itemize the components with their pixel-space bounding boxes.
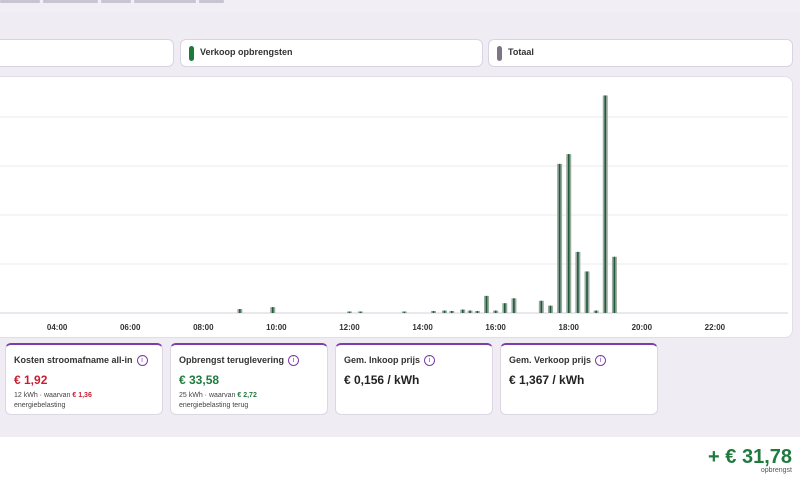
card-opbrengst-value: € 33,58 <box>179 373 220 387</box>
card-verkoop-title: Gem. Verkoop prijs <box>509 355 592 365</box>
card-kosten-value: € 1,92 <box>14 373 48 387</box>
chart-bar[interactable] <box>467 310 473 313</box>
x-tick-label: 10:00 <box>266 323 287 332</box>
chart-bar[interactable] <box>474 311 480 313</box>
chart-bar[interactable] <box>593 310 599 313</box>
x-tick-label: 22:00 <box>705 323 726 332</box>
chart-bar[interactable] <box>449 311 455 313</box>
card-inkoop-value: € 0,156 / kWh <box>344 373 420 387</box>
total-label: opbrengst <box>760 467 792 474</box>
info-icon[interactable]: i <box>288 355 300 366</box>
chart-bar[interactable] <box>547 305 553 313</box>
chart-bar[interactable] <box>584 271 590 313</box>
card-opbrengst: Opbrengst teruglevering i € 33,58 25 kWh … <box>170 343 328 415</box>
card-opbrengst-tax: € 2,72 <box>237 392 257 399</box>
chart-bar[interactable] <box>502 303 508 313</box>
chart-bar[interactable] <box>602 95 608 313</box>
total-amount: + € 31,78 <box>708 446 792 468</box>
x-tick-label: 08:00 <box>193 323 214 332</box>
legend-toggle-buy[interactable] <box>0 39 174 67</box>
chart-bar[interactable] <box>511 298 517 313</box>
top-bar-text-fragment <box>0 0 230 5</box>
chart-bar[interactable] <box>493 310 499 313</box>
chart-bar[interactable] <box>270 307 276 313</box>
legend-total-label: Totaal <box>508 47 534 57</box>
x-tick-label: 16:00 <box>485 323 506 332</box>
chart-bar[interactable] <box>611 256 617 313</box>
legend-sell-label: Verkoop opbrengsten <box>200 47 293 57</box>
card-verkoop-prijs: Gem. Verkoop prijs i € 1,367 / kWh <box>500 343 658 415</box>
card-kosten-sub-prefix: 12 kWh · waarvan <box>14 392 71 399</box>
info-icon[interactable]: i <box>595 355 607 366</box>
chart-bar[interactable] <box>484 295 490 313</box>
card-kosten-tax: € 1,36 <box>72 392 92 399</box>
chart-bar[interactable] <box>460 309 466 313</box>
chart-bar[interactable] <box>557 163 563 313</box>
chart-bar[interactable] <box>401 311 407 314</box>
card-kosten: Kosten stroomafname all-in i € 1,92 12 kW… <box>5 343 163 415</box>
x-tick-label: 18:00 <box>559 323 580 332</box>
legend-toggle-sell[interactable]: Verkoop opbrengsten <box>180 39 483 67</box>
chart-canvas: 04:00 06:00 08:00 10:00 12:00 14:00 16:00 18:00… <box>0 95 788 332</box>
chart-bar[interactable] <box>566 154 572 313</box>
card-opbrengst-title: Opbrengst teruglevering <box>179 355 285 365</box>
chart-bar[interactable] <box>357 311 363 314</box>
chart-bar[interactable] <box>538 300 544 313</box>
card-opbrengst-sub-label: energiebelasting terug <box>179 402 249 409</box>
x-tick-label: 20:00 <box>632 323 653 332</box>
card-inkoop-title: Gem. Inkoop prijs <box>344 355 421 365</box>
card-kosten-sub-label: energiebelasting <box>14 402 66 409</box>
chart-bar[interactable] <box>237 309 243 313</box>
info-icon[interactable]: i <box>136 355 148 366</box>
chart-bar[interactable] <box>441 310 447 313</box>
chart-bar[interactable] <box>575 251 581 313</box>
x-tick-label: 06:00 <box>120 323 141 332</box>
energy-chart: 04:00 06:00 08:00 10:00 12:00 14:00 16:00 18:00… <box>0 76 793 338</box>
top-bar <box>0 0 800 12</box>
chart-bar[interactable] <box>431 311 437 313</box>
info-icon[interactable]: i <box>424 355 436 366</box>
card-opbrengst-sub-prefix: 25 kWh · waarvan <box>179 392 236 399</box>
x-tick-label: 14:00 <box>412 323 433 332</box>
card-verkoop-value: € 1,367 / kWh <box>509 373 585 387</box>
sell-swatch-icon <box>189 46 194 61</box>
x-tick-label: 12:00 <box>339 323 360 332</box>
chart-bar[interactable] <box>346 311 352 314</box>
card-inkoop-prijs: Gem. Inkoop prijs i € 0,156 / kWh <box>335 343 493 415</box>
card-kosten-title: Kosten stroomafname all-in <box>14 355 133 365</box>
legend-toggle-total[interactable]: Totaal <box>488 39 793 67</box>
total-swatch-icon <box>497 46 502 61</box>
x-tick-label: 04:00 <box>47 323 68 332</box>
